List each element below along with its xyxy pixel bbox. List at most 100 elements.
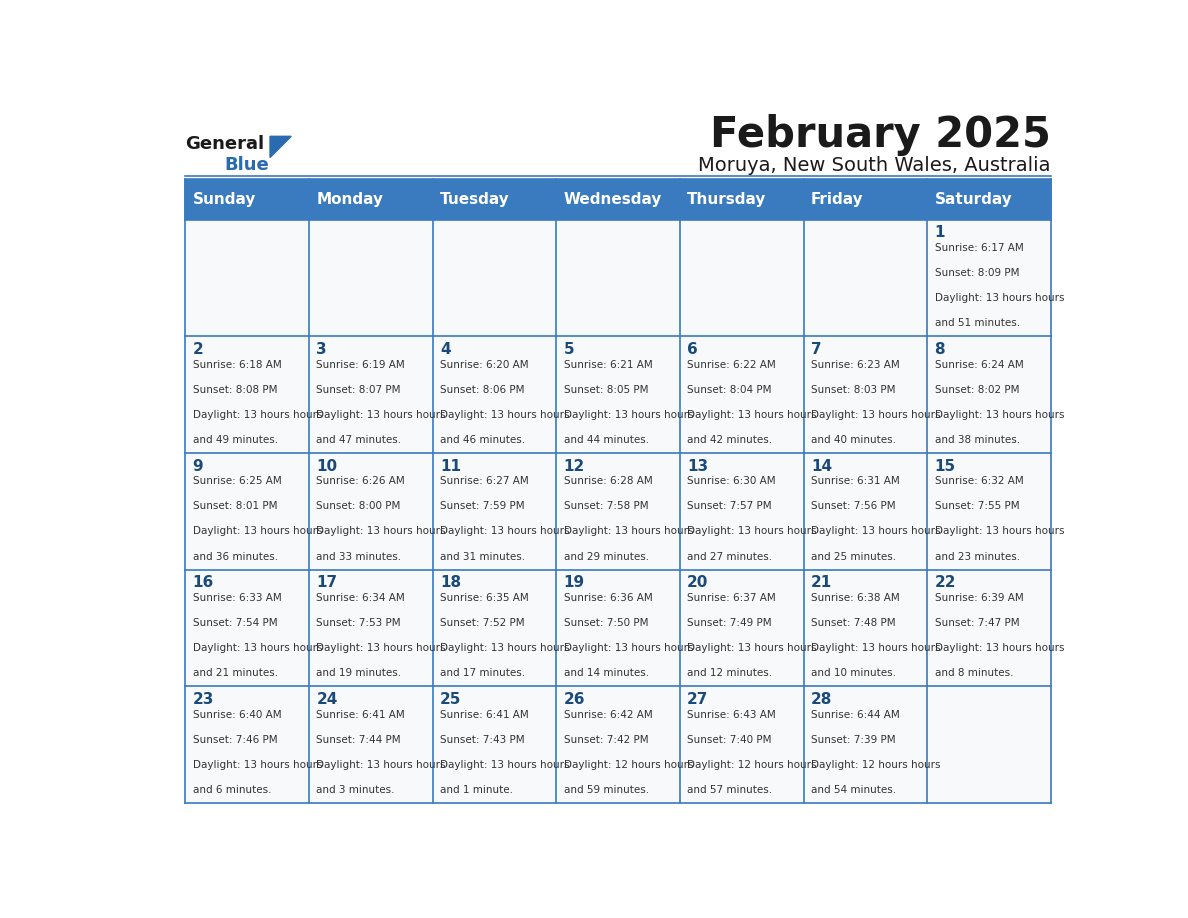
Text: Daylight: 13 hours hours: Daylight: 13 hours hours — [192, 409, 322, 420]
Text: 3: 3 — [316, 342, 327, 357]
Text: and 33 minutes.: and 33 minutes. — [316, 552, 402, 562]
Bar — [309, 453, 432, 569]
Text: 21: 21 — [811, 576, 832, 590]
Text: Sunset: 7:56 PM: Sunset: 7:56 PM — [811, 501, 896, 511]
Text: 13: 13 — [687, 459, 708, 474]
Bar — [680, 336, 803, 453]
Text: Daylight: 13 hours hours: Daylight: 13 hours hours — [687, 644, 816, 653]
Text: Daylight: 13 hours hours: Daylight: 13 hours hours — [563, 409, 693, 420]
Bar — [803, 569, 927, 687]
Text: Tuesday: Tuesday — [440, 192, 510, 207]
Text: Sunset: 7:39 PM: Sunset: 7:39 PM — [811, 734, 896, 744]
Text: and 3 minutes.: and 3 minutes. — [316, 785, 394, 795]
Bar — [680, 219, 803, 336]
Text: 27: 27 — [687, 692, 708, 707]
Bar — [803, 336, 927, 453]
Text: 22: 22 — [935, 576, 956, 590]
Text: and 29 minutes.: and 29 minutes. — [563, 552, 649, 562]
Text: Sunset: 8:01 PM: Sunset: 8:01 PM — [192, 501, 277, 511]
Text: Daylight: 13 hours hours: Daylight: 13 hours hours — [192, 760, 322, 769]
Text: Sunrise: 6:43 AM: Sunrise: 6:43 AM — [687, 710, 776, 720]
Text: Daylight: 13 hours hours: Daylight: 13 hours hours — [563, 526, 693, 536]
Text: Moruya, New South Wales, Australia: Moruya, New South Wales, Australia — [699, 156, 1051, 175]
Text: and 42 minutes.: and 42 minutes. — [687, 435, 772, 445]
Bar — [309, 336, 432, 453]
Text: Sunset: 8:00 PM: Sunset: 8:00 PM — [316, 501, 400, 511]
Text: Sunset: 8:04 PM: Sunset: 8:04 PM — [687, 385, 772, 395]
Bar — [432, 687, 556, 803]
Bar — [556, 453, 680, 569]
Text: Daylight: 13 hours hours: Daylight: 13 hours hours — [563, 644, 693, 653]
Text: 10: 10 — [316, 459, 337, 474]
Text: Sunrise: 6:41 AM: Sunrise: 6:41 AM — [440, 710, 529, 720]
Text: Sunset: 7:43 PM: Sunset: 7:43 PM — [440, 734, 525, 744]
Text: Sunset: 7:59 PM: Sunset: 7:59 PM — [440, 501, 525, 511]
Text: Daylight: 13 hours hours: Daylight: 13 hours hours — [316, 526, 446, 536]
Text: Daylight: 13 hours hours: Daylight: 13 hours hours — [935, 409, 1064, 420]
Text: Sunset: 7:55 PM: Sunset: 7:55 PM — [935, 501, 1019, 511]
Text: Sunset: 7:54 PM: Sunset: 7:54 PM — [192, 618, 277, 628]
Text: Sunrise: 6:27 AM: Sunrise: 6:27 AM — [440, 476, 529, 487]
Text: and 57 minutes.: and 57 minutes. — [687, 785, 772, 795]
Text: Sunrise: 6:44 AM: Sunrise: 6:44 AM — [811, 710, 899, 720]
Text: Sunset: 7:58 PM: Sunset: 7:58 PM — [563, 501, 649, 511]
Text: Sunrise: 6:23 AM: Sunrise: 6:23 AM — [811, 360, 899, 370]
Text: Sunrise: 6:36 AM: Sunrise: 6:36 AM — [563, 593, 652, 603]
Text: Blue: Blue — [225, 156, 268, 174]
Text: and 54 minutes.: and 54 minutes. — [811, 785, 896, 795]
Text: Daylight: 13 hours hours: Daylight: 13 hours hours — [440, 644, 569, 653]
Text: and 12 minutes.: and 12 minutes. — [687, 668, 772, 678]
Bar — [185, 179, 1051, 219]
Text: 28: 28 — [811, 692, 833, 707]
Text: Sunset: 7:44 PM: Sunset: 7:44 PM — [316, 734, 402, 744]
Text: Daylight: 13 hours hours: Daylight: 13 hours hours — [440, 526, 569, 536]
Bar — [556, 569, 680, 687]
Text: Sunset: 7:47 PM: Sunset: 7:47 PM — [935, 618, 1019, 628]
Text: 16: 16 — [192, 576, 214, 590]
Text: Sunset: 8:08 PM: Sunset: 8:08 PM — [192, 385, 277, 395]
Text: Daylight: 13 hours hours: Daylight: 13 hours hours — [192, 526, 322, 536]
Text: and 38 minutes.: and 38 minutes. — [935, 435, 1019, 445]
Bar — [803, 453, 927, 569]
Bar — [309, 569, 432, 687]
Text: and 59 minutes.: and 59 minutes. — [563, 785, 649, 795]
Text: Sunset: 8:03 PM: Sunset: 8:03 PM — [811, 385, 896, 395]
Bar — [680, 687, 803, 803]
Text: and 6 minutes.: and 6 minutes. — [192, 785, 271, 795]
Text: 18: 18 — [440, 576, 461, 590]
Text: Sunrise: 6:41 AM: Sunrise: 6:41 AM — [316, 710, 405, 720]
Text: 8: 8 — [935, 342, 946, 357]
Text: and 49 minutes.: and 49 minutes. — [192, 435, 278, 445]
Text: Sunrise: 6:24 AM: Sunrise: 6:24 AM — [935, 360, 1023, 370]
Text: Monday: Monday — [316, 192, 384, 207]
Text: 6: 6 — [687, 342, 699, 357]
Text: Daylight: 13 hours hours: Daylight: 13 hours hours — [316, 760, 446, 769]
Bar — [556, 219, 680, 336]
Text: Sunset: 7:48 PM: Sunset: 7:48 PM — [811, 618, 896, 628]
Text: and 21 minutes.: and 21 minutes. — [192, 668, 278, 678]
Text: Sunset: 8:05 PM: Sunset: 8:05 PM — [563, 385, 649, 395]
Text: Daylight: 13 hours hours: Daylight: 13 hours hours — [935, 526, 1064, 536]
Text: Sunrise: 6:39 AM: Sunrise: 6:39 AM — [935, 593, 1023, 603]
Bar — [680, 569, 803, 687]
Text: 20: 20 — [687, 576, 708, 590]
Text: Sunrise: 6:35 AM: Sunrise: 6:35 AM — [440, 593, 529, 603]
Text: and 19 minutes.: and 19 minutes. — [316, 668, 402, 678]
Text: Sunset: 7:46 PM: Sunset: 7:46 PM — [192, 734, 277, 744]
Text: Sunset: 8:07 PM: Sunset: 8:07 PM — [316, 385, 400, 395]
Text: and 8 minutes.: and 8 minutes. — [935, 668, 1013, 678]
Text: and 51 minutes.: and 51 minutes. — [935, 319, 1019, 329]
Text: 11: 11 — [440, 459, 461, 474]
Text: 9: 9 — [192, 459, 203, 474]
Text: and 10 minutes.: and 10 minutes. — [811, 668, 896, 678]
Text: Sunrise: 6:19 AM: Sunrise: 6:19 AM — [316, 360, 405, 370]
Text: Sunday: Sunday — [192, 192, 257, 207]
Text: Daylight: 13 hours hours: Daylight: 13 hours hours — [687, 409, 816, 420]
Text: 25: 25 — [440, 692, 461, 707]
Text: 24: 24 — [316, 692, 337, 707]
Bar — [185, 453, 309, 569]
Text: Sunrise: 6:20 AM: Sunrise: 6:20 AM — [440, 360, 529, 370]
Text: Daylight: 13 hours hours: Daylight: 13 hours hours — [192, 644, 322, 653]
Bar — [556, 687, 680, 803]
Text: 1: 1 — [935, 226, 944, 241]
